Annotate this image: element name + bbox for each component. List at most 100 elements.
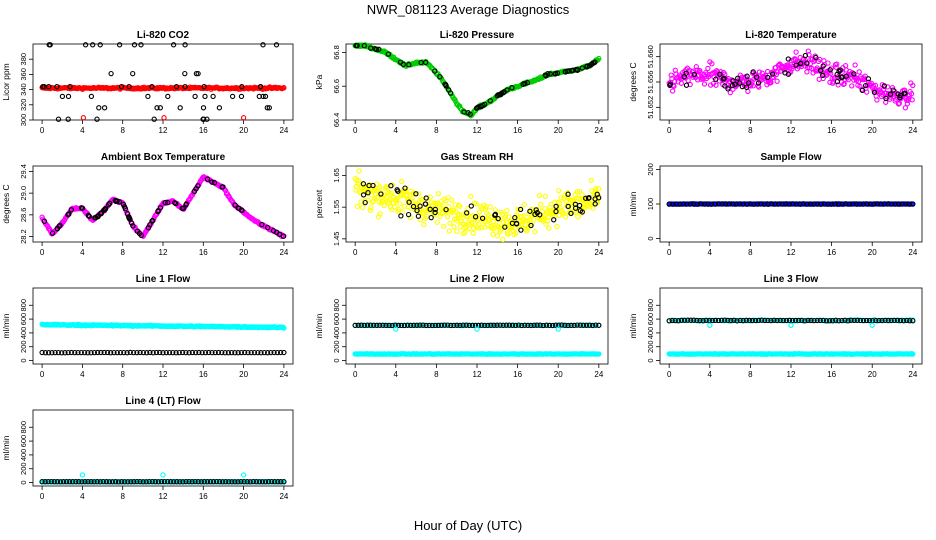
data-point <box>378 189 384 195</box>
data-point <box>494 322 500 328</box>
data-point <box>202 349 209 356</box>
data-point <box>454 228 460 234</box>
x-tick-label: 8 <box>434 370 439 379</box>
data-point <box>96 105 102 111</box>
data-point <box>577 208 584 214</box>
data-point <box>680 201 686 207</box>
data-point <box>731 317 737 323</box>
data-point <box>377 322 383 328</box>
data-point <box>586 322 593 328</box>
data-point <box>386 322 392 329</box>
data-point <box>170 349 176 356</box>
data-point <box>848 317 854 323</box>
data-point <box>180 479 186 485</box>
data-point <box>888 201 895 207</box>
data-point <box>552 322 559 328</box>
data-point <box>78 205 85 211</box>
data-point <box>192 93 198 100</box>
data-point <box>797 201 803 207</box>
y-axis-label: percent <box>314 189 324 218</box>
series-2 <box>360 181 602 233</box>
data-point <box>867 201 874 207</box>
data-point <box>444 214 451 220</box>
data-point <box>568 210 574 217</box>
data-point <box>685 77 691 84</box>
data-point <box>443 206 449 213</box>
plot-frame <box>32 409 294 487</box>
data-point <box>817 317 823 324</box>
data-point <box>161 115 167 121</box>
data-point <box>460 220 466 227</box>
data-point <box>678 80 685 86</box>
data-point <box>470 230 476 236</box>
data-point <box>378 191 384 197</box>
data-point <box>764 68 771 75</box>
series-1 <box>352 168 602 243</box>
data-point <box>165 93 171 100</box>
data-point <box>472 214 479 220</box>
data-point <box>122 479 128 485</box>
data-point <box>825 60 831 66</box>
series-2 <box>40 42 280 122</box>
data-point <box>697 67 703 74</box>
data-point <box>213 478 220 485</box>
data-point <box>547 71 553 77</box>
data-point <box>744 201 750 207</box>
data-point <box>813 54 819 61</box>
x-tick-label: 16 <box>827 248 836 257</box>
data-point <box>729 82 736 89</box>
data-point <box>540 322 546 329</box>
data-point <box>368 45 374 51</box>
data-point <box>842 317 848 323</box>
data-point <box>577 197 583 203</box>
data-point <box>122 205 129 212</box>
data-point <box>192 478 198 485</box>
data-point <box>681 317 688 323</box>
data-point <box>189 479 195 485</box>
data-point <box>487 204 493 210</box>
data-point <box>426 322 432 329</box>
data-point <box>108 70 114 77</box>
data-point <box>708 201 715 207</box>
x-tick-label: 16 <box>827 370 836 379</box>
data-point <box>258 350 264 356</box>
data-point <box>401 322 408 329</box>
data-point <box>786 201 792 207</box>
y-tick-label: 1.55 <box>332 200 341 215</box>
y-tick-label: 66.6 <box>332 79 341 94</box>
data-point <box>150 350 156 356</box>
data-point <box>157 349 163 356</box>
data-point <box>809 65 815 72</box>
x-tick-label: 4 <box>80 248 85 257</box>
chart-panel-5: Gas Stream RH percent 0 4 8 12 16 20 24 1.45 1.55 1… <box>314 152 609 257</box>
y-tick-label: 200 <box>646 340 655 353</box>
data-point <box>94 116 100 122</box>
data-point <box>837 67 843 73</box>
data-point <box>834 71 840 78</box>
data-point <box>521 213 527 219</box>
data-point <box>691 317 697 323</box>
x-tick-label: 12 <box>473 126 482 135</box>
data-point <box>150 217 156 224</box>
data-point <box>756 69 763 75</box>
y-tick-label: 200 <box>19 462 28 475</box>
data-point <box>248 349 254 356</box>
data-point <box>840 81 847 88</box>
x-tick-label: 20 <box>868 248 877 257</box>
data-point <box>179 349 186 356</box>
data-point <box>62 350 68 356</box>
data-point <box>817 67 824 74</box>
data-point <box>235 350 241 356</box>
data-point <box>557 200 563 207</box>
x-tick-label: 0 <box>353 248 358 257</box>
data-point <box>201 479 207 485</box>
data-point <box>82 479 88 485</box>
data-point <box>240 472 247 478</box>
data-point <box>196 349 202 356</box>
data-point <box>130 349 137 356</box>
y-tick-label: 400 <box>19 327 28 340</box>
data-point <box>555 326 561 332</box>
chart-title: Line 4 (LT) Flow <box>125 396 201 407</box>
data-point <box>126 83 132 90</box>
data-point <box>488 322 494 328</box>
